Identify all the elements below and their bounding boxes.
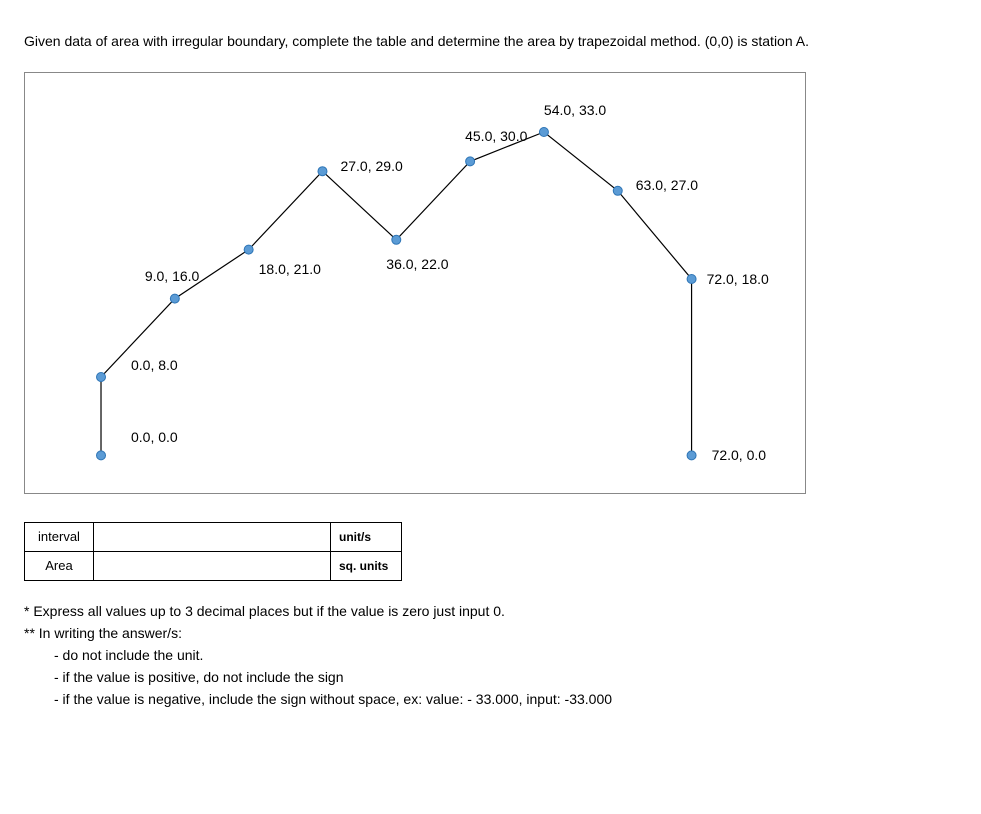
chart-container: 0.0, 0.0 0.0, 8.0 9.0, 16.0 18.0, 21.0 27.0,…: [24, 72, 806, 494]
point-label: 27.0, 29.0: [340, 158, 402, 174]
point-label: 45.0, 30.0: [465, 128, 527, 144]
table-row: interval unit/s: [25, 522, 402, 551]
answer-table: interval unit/s Area sq. units: [24, 522, 402, 581]
point-label: 0.0, 0.0: [131, 429, 178, 445]
note-line: ** In writing the answer/s:: [24, 625, 957, 641]
note-line: * Express all values up to 3 decimal pla…: [24, 603, 957, 619]
point-label: 54.0, 33.0: [544, 102, 606, 118]
notes: * Express all values up to 3 decimal pla…: [24, 603, 957, 707]
note-bullet: - do not include the unit.: [54, 647, 957, 663]
area-unit: sq. units: [331, 551, 402, 580]
area-label: Area: [25, 551, 94, 580]
note-bullet: - if the value is negative, include the …: [54, 691, 957, 707]
table-row: Area sq. units: [25, 551, 402, 580]
interval-label: interval: [25, 522, 94, 551]
interval-unit: unit/s: [331, 522, 402, 551]
point-label: 0.0, 8.0: [131, 357, 178, 373]
interval-input[interactable]: [94, 522, 331, 551]
point-label: 72.0, 0.0: [712, 447, 767, 463]
point-label: 18.0, 21.0: [259, 261, 321, 277]
note-bullet: - if the value is positive, do not inclu…: [54, 669, 957, 685]
problem-prompt: Given data of area with irregular bounda…: [24, 32, 957, 52]
point-label: 36.0, 22.0: [386, 256, 448, 272]
area-input[interactable]: [94, 551, 331, 580]
point-label: 72.0, 18.0: [707, 271, 769, 287]
point-label: 9.0, 16.0: [145, 268, 200, 284]
point-label: 63.0, 27.0: [636, 177, 698, 193]
